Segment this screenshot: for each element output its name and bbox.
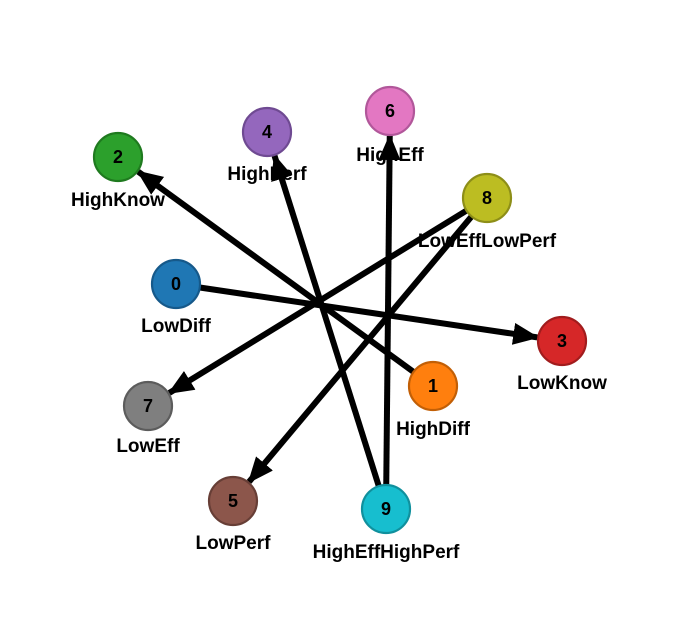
node-id-1: 1: [428, 376, 438, 396]
node-id-9: 9: [381, 499, 391, 519]
node-circle-4[interactable]: [241, 106, 293, 158]
node-label-2: HighKnow: [71, 190, 165, 211]
node-circle-7[interactable]: [122, 380, 174, 432]
node-id-8: 8: [482, 188, 492, 208]
edge-9-to-4: [271, 153, 382, 488]
node-label-3: LowKnow: [517, 373, 607, 394]
node-label-4: HighPerf: [227, 164, 307, 185]
node-id-3: 3: [557, 331, 567, 351]
edge-0-to-3: [199, 284, 540, 345]
node-circle-9[interactable]: [360, 483, 412, 535]
node-0[interactable]: 0 LowDiff: [141, 258, 211, 337]
node-5[interactable]: 5 LowPerf: [196, 475, 272, 554]
node-label-7: LowEff: [116, 436, 180, 457]
node-id-2: 2: [113, 147, 123, 167]
nodes-layer: 0 LowDiff 1 HighDiff 2 HighKnow 3 LowKnow 4 HighP…: [71, 85, 607, 563]
node-id-5: 5: [228, 491, 238, 511]
node-circle-3[interactable]: [536, 315, 588, 367]
node-label-5: LowPerf: [196, 533, 272, 554]
node-1[interactable]: 1 HighDiff: [396, 360, 471, 440]
edge-8-to-5: [246, 214, 474, 484]
node-circle-2[interactable]: [92, 131, 144, 183]
node-7[interactable]: 7 LowEff: [116, 380, 180, 457]
node-label-1: HighDiff: [396, 419, 471, 440]
node-label-8: LowEffLowPerf: [418, 231, 557, 252]
node-4[interactable]: 4 HighPerf: [227, 106, 307, 185]
node-label-9: HighEffHighPerf: [313, 542, 460, 563]
node-6[interactable]: 6 HighEff: [356, 85, 424, 166]
node-id-6: 6: [385, 101, 395, 121]
node-label-0: LowDiff: [141, 316, 211, 337]
node-2[interactable]: 2 HighKnow: [71, 131, 165, 211]
node-circle-1[interactable]: [407, 360, 459, 412]
edges-layer: [136, 133, 540, 488]
node-circle-5[interactable]: [207, 475, 259, 527]
node-id-7: 7: [143, 396, 153, 416]
node-circle-0[interactable]: [150, 258, 202, 310]
node-8[interactable]: 8 LowEffLowPerf: [418, 172, 557, 252]
node-3[interactable]: 3 LowKnow: [517, 315, 607, 394]
node-label-6: HighEff: [356, 145, 424, 166]
node-circle-8[interactable]: [461, 172, 513, 224]
node-9[interactable]: 9 HighEffHighPerf: [313, 483, 460, 563]
node-circle-6[interactable]: [364, 85, 416, 137]
edge-9-to-6: [378, 133, 401, 486]
node-id-4: 4: [262, 122, 272, 142]
node-id-0: 0: [171, 274, 181, 294]
